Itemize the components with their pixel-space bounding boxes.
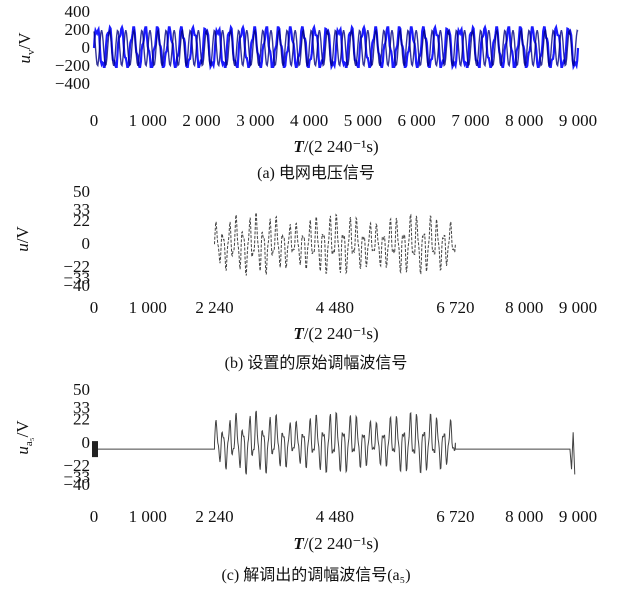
- x-tick-label: 2 000: [182, 111, 220, 130]
- y-tick-label: −400: [55, 74, 90, 93]
- x-tick-label: 3 000: [236, 111, 274, 130]
- x-tick-label: 5 000: [344, 111, 382, 130]
- y-tick-label: 200: [65, 20, 91, 39]
- chart-caption: (c) 解调出的调幅波信号(a₅): [221, 566, 410, 584]
- y-tick-label: 400: [65, 2, 91, 21]
- y-axis-label: ua₅/V: [13, 420, 35, 455]
- y-tick-label: −33: [63, 269, 90, 288]
- y-tick-label: 33: [73, 398, 90, 417]
- x-tick-label: 6 000: [398, 111, 436, 130]
- x-tick-label: 4 000: [290, 111, 328, 130]
- x-tick-label: 1 000: [129, 298, 167, 317]
- x-axis-label: T/(2 240⁻¹s): [293, 137, 378, 156]
- chart-caption: (a) 电网电压信号: [257, 164, 375, 182]
- x-tick-label: 9 000: [559, 298, 597, 317]
- y-tick-label: 22: [73, 410, 90, 429]
- y-tick-label: −22: [63, 456, 90, 475]
- x-tick-label: 9 000: [559, 507, 597, 526]
- x-tick-label: 7 000: [451, 111, 489, 130]
- x-tick-label: 8 000: [505, 298, 543, 317]
- y-tick-label: 50: [73, 182, 90, 201]
- y-axis-label: u/V: [13, 226, 32, 252]
- x-tick-label: 9 000: [559, 111, 597, 130]
- y-tick-label: −200: [55, 56, 90, 75]
- x-tick-label: 2 240: [195, 507, 233, 526]
- x-axis-label: T/(2 240⁻¹s): [293, 324, 378, 343]
- x-tick-label: 4 480: [316, 298, 354, 317]
- series-line: [94, 410, 576, 475]
- x-tick-label: 6 720: [436, 298, 474, 317]
- x-tick-label: 0: [90, 111, 99, 130]
- x-tick-label: 0: [90, 298, 99, 317]
- x-tick-label: 8 000: [505, 111, 543, 130]
- chart-caption: (b) 设置的原始调幅波信号: [225, 354, 408, 372]
- series-marker: [92, 441, 98, 458]
- y-tick-label: 0: [82, 234, 91, 253]
- x-tick-label: 4 480: [316, 507, 354, 526]
- y-tick-label: 22: [73, 211, 90, 230]
- x-tick-label: 2 240: [195, 298, 233, 317]
- y-tick-label: −40: [63, 276, 90, 295]
- series-line: [214, 212, 456, 276]
- y-tick-label: 33: [73, 200, 90, 219]
- y-tick-label: 0: [82, 38, 91, 57]
- y-tick-label: −40: [63, 475, 90, 494]
- x-tick-label: 0: [90, 507, 99, 526]
- y-tick-label: 50: [73, 380, 90, 399]
- x-axis-label: T/(2 240⁻¹s): [293, 534, 378, 553]
- x-tick-label: 8 000: [505, 507, 543, 526]
- series-line: [93, 28, 579, 68]
- x-tick-label: 6 720: [436, 507, 474, 526]
- x-tick-label: 1 000: [129, 111, 167, 130]
- y-tick-label: −22: [63, 257, 90, 276]
- y-axis-label: uv/V: [15, 32, 37, 64]
- y-tick-label: 0: [82, 433, 91, 452]
- y-tick-label: −33: [63, 468, 90, 487]
- x-tick-label: 1 000: [129, 507, 167, 526]
